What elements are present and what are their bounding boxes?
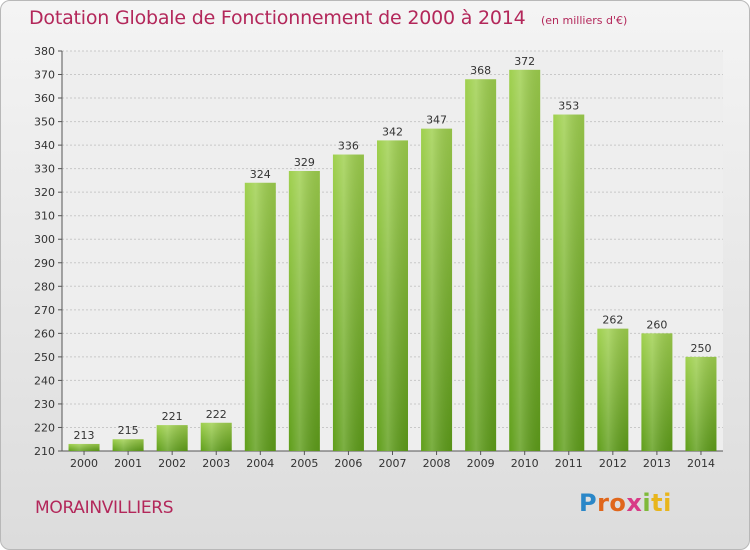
chart-subtitle: (en milliers d'€) <box>541 14 628 27</box>
bar-highlight <box>465 79 497 451</box>
commune-name: MORAINVILLIERS <box>35 498 174 518</box>
bar-highlight <box>244 182 276 451</box>
logo-part: ro <box>597 489 627 517</box>
logo-part: ti <box>651 489 672 517</box>
data-label: 215 <box>118 424 139 437</box>
x-tick-label: 2011 <box>555 457 583 470</box>
bar-highlight <box>156 425 188 451</box>
x-tick-label: 2008 <box>423 457 451 470</box>
x-tick-label: 2009 <box>467 457 495 470</box>
x-tick-label: 2005 <box>290 457 318 470</box>
x-tick-label: 2014 <box>687 457 715 470</box>
data-label: 347 <box>426 114 447 127</box>
x-tick-label: 2000 <box>70 457 98 470</box>
data-label: 222 <box>206 408 227 421</box>
bar-highlight <box>200 422 232 451</box>
x-tick-label: 2012 <box>599 457 627 470</box>
y-tick-label: 270 <box>34 304 55 317</box>
logo-part: i <box>642 489 652 517</box>
bar-highlight <box>421 128 453 451</box>
x-tick-label: 2003 <box>202 457 230 470</box>
y-tick-label: 240 <box>34 374 55 387</box>
y-tick-label: 300 <box>34 233 55 246</box>
logo-part: P <box>579 489 598 517</box>
x-tick-label: 2010 <box>511 457 539 470</box>
y-tick-label: 220 <box>34 421 55 434</box>
chart-title: Dotation Globale de Fonctionnement de 20… <box>29 7 526 29</box>
bar-highlight <box>597 328 629 451</box>
data-label: 324 <box>250 168 271 181</box>
x-tick-label: 2001 <box>114 457 142 470</box>
logo-part: x <box>626 489 643 517</box>
y-tick-label: 320 <box>34 186 55 199</box>
bar-highlight <box>641 333 673 451</box>
data-label: 260 <box>646 318 667 331</box>
y-tick-label: 290 <box>34 257 55 270</box>
x-tick-label: 2013 <box>643 457 671 470</box>
data-label: 342 <box>382 125 403 138</box>
y-tick-label: 330 <box>34 163 55 176</box>
bar-highlight <box>377 140 408 452</box>
x-tick-label: 2006 <box>334 457 362 470</box>
data-label: 336 <box>338 140 359 153</box>
data-label: 221 <box>162 410 183 423</box>
y-tick-label: 340 <box>34 139 55 152</box>
x-tick-label: 2002 <box>158 457 186 470</box>
bar-highlight <box>332 154 364 451</box>
y-tick-label: 370 <box>34 69 55 82</box>
data-label: 262 <box>602 314 623 327</box>
y-tick-label: 380 <box>34 45 55 58</box>
y-tick-label: 360 <box>34 92 55 105</box>
y-tick-label: 230 <box>34 398 55 411</box>
x-tick-label: 2007 <box>379 457 407 470</box>
y-tick-label: 210 <box>34 445 55 458</box>
data-label: 353 <box>558 100 579 113</box>
data-label: 250 <box>690 342 711 355</box>
data-label: 368 <box>470 64 491 77</box>
bar-highlight <box>112 439 144 451</box>
y-tick-label: 250 <box>34 351 55 364</box>
data-label: 372 <box>514 55 535 68</box>
bar-highlight <box>553 114 585 451</box>
y-tick-label: 260 <box>34 327 55 340</box>
bar-highlight <box>685 356 717 451</box>
y-tick-label: 280 <box>34 280 55 293</box>
x-tick-label: 2004 <box>246 457 274 470</box>
y-tick-label: 310 <box>34 210 55 223</box>
bar-highlight <box>288 171 320 451</box>
bar-highlight <box>509 69 541 451</box>
proxiti-logo[interactable]: Proxiti <box>579 489 672 517</box>
y-tick-label: 350 <box>34 116 55 129</box>
bar-highlight <box>68 443 100 451</box>
data-label: 213 <box>74 429 95 442</box>
data-label: 329 <box>294 156 315 169</box>
